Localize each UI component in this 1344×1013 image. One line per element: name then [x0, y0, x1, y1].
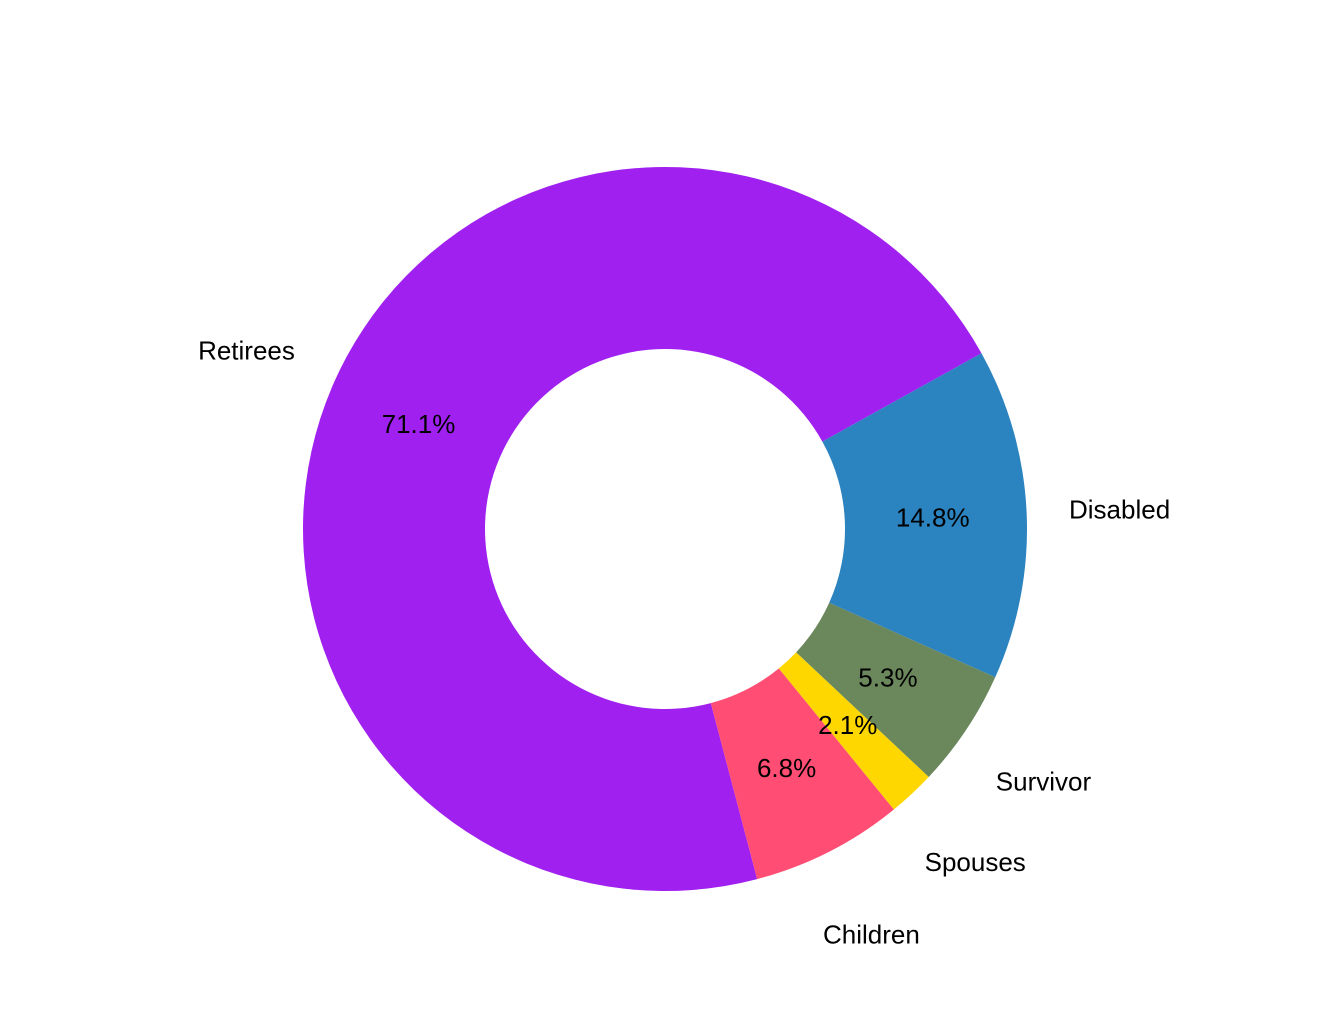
- category-label-children: Children: [823, 919, 920, 949]
- category-labels-layer: Retirees Disabled Survivor Spouses Children: [198, 335, 1170, 949]
- percent-label-disabled: 14.8%: [896, 503, 970, 533]
- percent-label-retirees: 71.1%: [382, 409, 456, 439]
- percent-label-children: 6.8%: [757, 753, 816, 783]
- percent-label-survivor: 5.3%: [858, 663, 917, 693]
- slice-retirees: [303, 167, 982, 891]
- slice-spouses: [778, 652, 929, 810]
- category-label-disabled: Disabled: [1069, 495, 1170, 525]
- category-label-retirees: Retirees: [198, 335, 295, 365]
- percent-label-spouses: 2.1%: [818, 710, 877, 740]
- percent-labels-layer: 71.1% 14.8% 5.3% 2.1%6.8%: [382, 409, 970, 783]
- category-label-spouses: Spouses: [925, 847, 1026, 877]
- slice-children: [710, 668, 894, 880]
- category-label-survivor: Survivor: [996, 767, 1092, 797]
- slice-survivor: [796, 602, 996, 777]
- slice-disabled: [822, 353, 1027, 678]
- slices-layer: [303, 167, 1027, 891]
